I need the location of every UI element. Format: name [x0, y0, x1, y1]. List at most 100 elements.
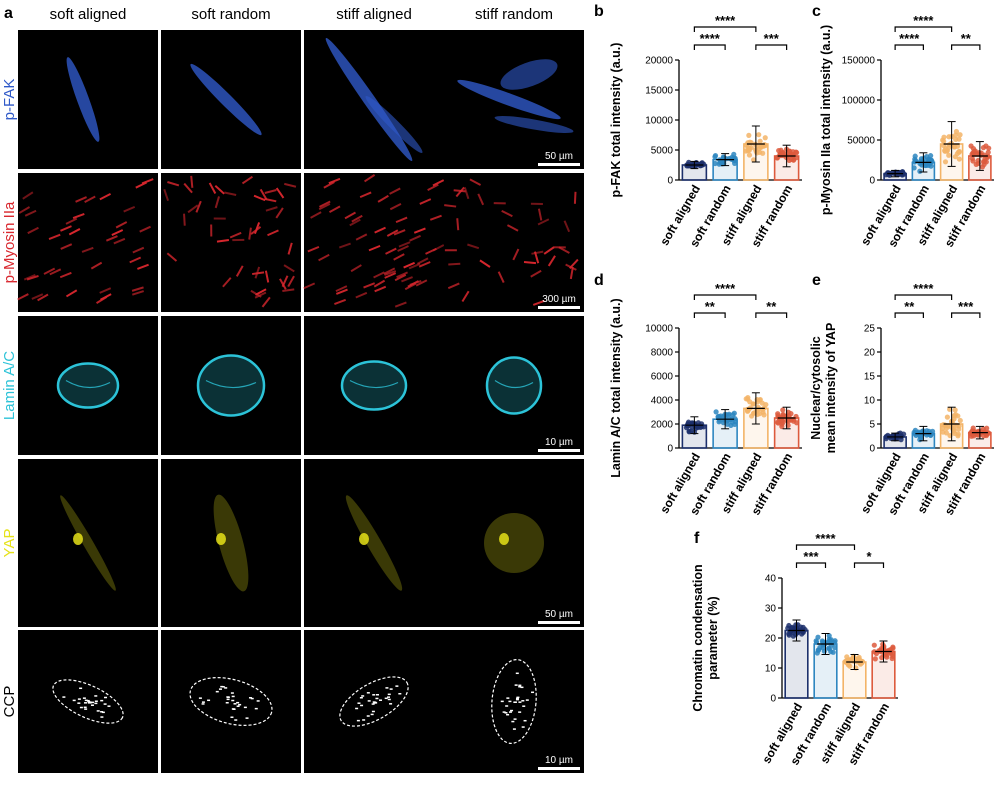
- data-point: [760, 151, 765, 156]
- column-label: soft random: [191, 6, 270, 23]
- data-point: [780, 150, 785, 155]
- y-tick-label: 50000: [847, 136, 875, 147]
- data-point: [761, 412, 766, 417]
- ccp-edge: [361, 695, 364, 697]
- ccp-edge: [518, 686, 521, 688]
- ccp-edge: [232, 696, 235, 698]
- significance-label: ***: [803, 549, 819, 564]
- ccp-edge: [524, 720, 527, 722]
- ccp-edge: [371, 714, 374, 716]
- y-tick-label: 20: [765, 634, 777, 645]
- ccp-edge: [516, 699, 519, 701]
- data-point: [814, 638, 819, 643]
- data-point: [756, 132, 761, 137]
- y-tick-label: 5000: [651, 146, 674, 157]
- data-point: [780, 407, 785, 412]
- ccp-edge: [226, 702, 229, 704]
- ccp-edge: [257, 700, 260, 702]
- data-point: [751, 401, 756, 406]
- data-point: [816, 647, 821, 652]
- data-point: [743, 148, 748, 153]
- y-tick-label: 5: [869, 420, 875, 431]
- ccp-edge: [372, 711, 375, 713]
- significance-label: ****: [913, 281, 934, 296]
- data-point: [941, 139, 946, 144]
- ccp-edge: [515, 684, 518, 686]
- ccp-edge: [395, 685, 398, 687]
- data-point: [901, 431, 906, 436]
- ccp-edge: [237, 705, 240, 707]
- nucleus: [342, 362, 406, 410]
- cell-streak: [575, 192, 576, 204]
- data-point: [798, 624, 803, 629]
- significance-label: ****: [715, 281, 736, 296]
- y-tick-label: 8000: [651, 348, 674, 359]
- data-point: [726, 413, 731, 418]
- ccp-edge: [85, 700, 88, 702]
- y-tick-label: 15: [864, 372, 876, 383]
- y-tick-label: 15000: [645, 86, 673, 97]
- scale-bar-label: 10 µm: [545, 755, 573, 766]
- cell-content: [484, 513, 544, 573]
- ccp-edge: [234, 719, 237, 721]
- cell-content: [198, 356, 264, 416]
- panel-letter-f: f: [694, 530, 700, 547]
- ccp-edge: [398, 693, 401, 695]
- significance-label: **: [705, 299, 716, 314]
- y-tick-label: 0: [770, 694, 776, 705]
- panel-letter-c: c: [812, 3, 821, 20]
- ccp-edge: [231, 700, 234, 702]
- data-point: [946, 134, 951, 139]
- panel-letter-e: e: [812, 272, 821, 289]
- data-point: [712, 154, 717, 159]
- column-label: soft aligned: [50, 6, 127, 23]
- data-point: [956, 431, 961, 436]
- row-label: p-Myosin IIa: [1, 201, 18, 283]
- row-label: Lamin A/C: [1, 351, 18, 420]
- ccp-edge: [367, 715, 370, 717]
- ccp-edge: [227, 699, 230, 701]
- data-point: [827, 646, 832, 651]
- ccp-edge: [522, 726, 525, 728]
- ccp-edge: [84, 708, 87, 710]
- y-tick-label: 10: [864, 396, 876, 407]
- ccp-edge: [379, 699, 382, 701]
- ccp-edge: [91, 704, 94, 706]
- ccp-edge: [362, 719, 365, 721]
- y-tick-label: 10: [765, 664, 777, 675]
- y-tick-label: 10000: [645, 324, 673, 335]
- ccp-edge: [100, 700, 103, 702]
- data-point: [788, 411, 793, 416]
- data-point: [953, 407, 958, 412]
- data-point: [713, 161, 718, 166]
- data-point: [713, 409, 718, 414]
- y-tick-label: 20000: [645, 56, 673, 67]
- data-point: [760, 401, 765, 406]
- ccp-edge: [226, 696, 229, 698]
- data-point: [958, 418, 963, 423]
- ccp-edge: [372, 703, 375, 705]
- ccp-edge: [357, 720, 360, 722]
- data-point: [747, 152, 752, 157]
- data-point: [970, 156, 975, 161]
- data-point: [872, 643, 877, 648]
- data-point: [776, 420, 781, 425]
- ccp-edge: [202, 701, 205, 703]
- micrograph-cell: [444, 173, 584, 312]
- y-tick-label: 0: [667, 176, 673, 187]
- ccp-edge: [522, 705, 525, 707]
- ccp-edge: [232, 708, 235, 710]
- row-label: CCP: [1, 686, 18, 718]
- data-point: [878, 648, 883, 653]
- y-tick-label: 2000: [651, 420, 674, 431]
- ccp-edge: [100, 716, 103, 718]
- significance-label: ****: [715, 13, 736, 28]
- data-point: [746, 133, 751, 138]
- data-point: [722, 417, 727, 422]
- data-point: [979, 153, 984, 158]
- ccp-edge: [199, 697, 202, 699]
